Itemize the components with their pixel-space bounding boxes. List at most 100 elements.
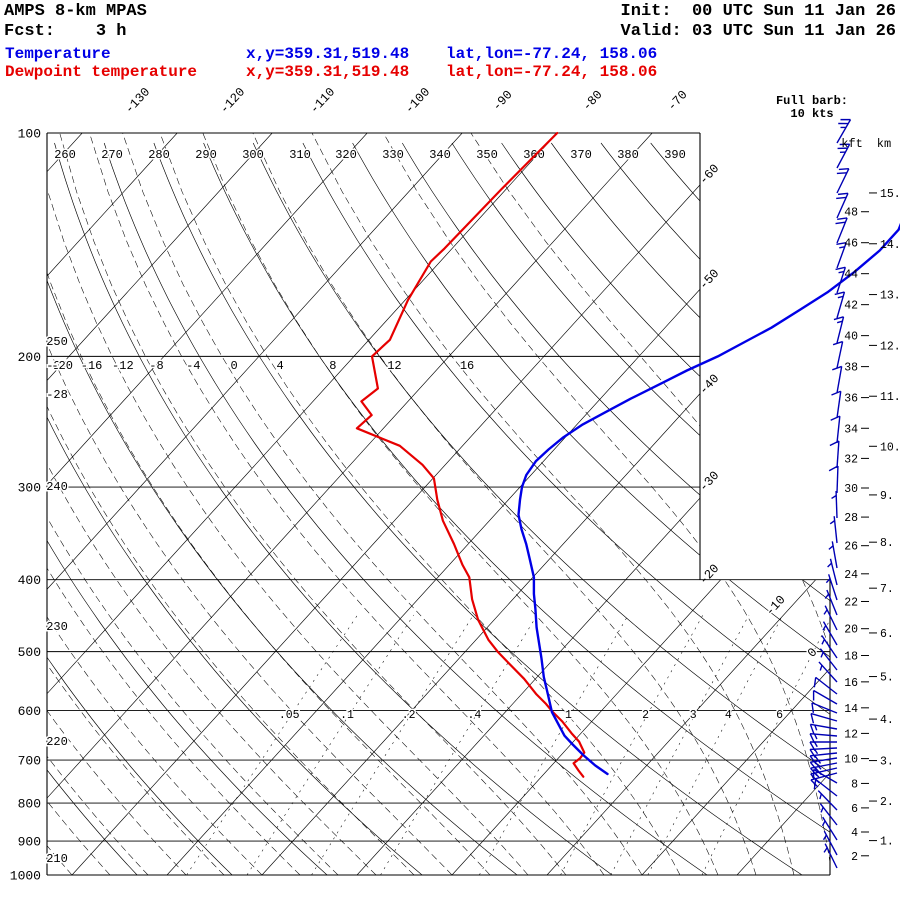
mixing-ratio-label: 1 — [565, 709, 572, 722]
forecast-hour: Fcst: 3 h — [4, 22, 127, 41]
mixing-ratio-line — [246, 614, 414, 875]
isotherm-line — [47, 133, 558, 875]
kft-tick-label: 18 — [844, 650, 858, 663]
mixing-ratio-label: .2 — [402, 709, 416, 722]
dry-adiabat-label: 260 — [54, 148, 76, 162]
mixing-ratio-label: .1 — [340, 709, 354, 722]
pressure-tick-label: 500 — [18, 645, 41, 660]
moist-adiabat-label: 12 — [387, 359, 401, 373]
moist-adiabat-line — [47, 133, 225, 875]
dry-adiabat-line — [203, 142, 830, 875]
dewpoint-grid-coords: x,y=359.31,519.48 — [246, 63, 410, 81]
kft-tick-label: 32 — [844, 453, 858, 466]
moist-adiabat-line — [470, 133, 830, 875]
kft-tick-label: 6 — [851, 803, 858, 816]
wind-barb — [823, 843, 838, 869]
wind-barb — [809, 732, 838, 744]
isotherm-line — [641, 133, 830, 875]
wind-barb — [831, 490, 838, 519]
dry-adiabat-label: 370 — [570, 148, 592, 162]
wind-barb — [830, 415, 841, 444]
km-tick-label: 10. — [880, 441, 900, 454]
dry-adiabat-label: 210 — [46, 852, 68, 866]
kft-tick-label: 2 — [851, 851, 858, 864]
moist-adiabat-line — [202, 133, 719, 875]
mixing-ratio-label: 6 — [776, 709, 783, 722]
moist-adiabat-label: -16 — [81, 359, 103, 373]
dry-adiabat-line — [47, 142, 233, 875]
wind-barb — [818, 661, 838, 683]
kft-tick-label: 16 — [844, 677, 858, 690]
wind-barb — [812, 768, 838, 784]
wind-barb — [829, 516, 838, 544]
dry-adiabat-label: 250 — [46, 335, 68, 349]
dry-adiabat-label: 320 — [335, 148, 357, 162]
kft-tick-label: 40 — [844, 331, 858, 344]
temperature-latlon: lat,lon=-77.24, 158.06 — [446, 45, 658, 63]
kft-tick-label: 26 — [844, 541, 858, 554]
dry-adiabat-line — [700, 142, 830, 875]
wind-barb — [810, 712, 838, 724]
moist-adiabat-label: -20 — [51, 359, 73, 373]
barb-note-line2: 10 kts — [790, 107, 833, 121]
moist-adiabat-label: 16 — [460, 359, 474, 373]
kft-axis-label: kft — [841, 137, 863, 151]
km-tick-label: 13. — [880, 290, 900, 303]
kft-tick-label: 38 — [844, 362, 858, 375]
moist-adiabat-label: 4 — [277, 359, 284, 373]
km-tick-label: 4. — [880, 714, 894, 727]
moist-adiabat-line — [47, 133, 111, 875]
wind-barb — [824, 589, 838, 616]
dry-adiabat-label: 270 — [101, 148, 123, 162]
wind-barb — [821, 635, 838, 659]
kft-tick-label: 8 — [851, 778, 858, 791]
km-axis-label: km — [877, 137, 891, 151]
moist-adiabat-line — [47, 133, 187, 875]
mixing-ratio-line — [479, 614, 629, 875]
wind-barb — [809, 723, 838, 734]
pressure-tick-label: 400 — [18, 573, 41, 588]
pressure-tick-label: 900 — [18, 835, 41, 850]
moist-adiabat-line — [47, 133, 491, 875]
dry-adiabat-label: 390 — [664, 148, 686, 162]
mixing-ratio-line — [186, 614, 358, 875]
kft-tick-label: 28 — [844, 512, 858, 525]
wind-barb — [811, 702, 838, 714]
kft-tick-label: 34 — [844, 423, 858, 436]
km-tick-label: 14. — [880, 239, 900, 252]
kft-tick-label: 14 — [844, 703, 858, 716]
dry-adiabat-label: 330 — [382, 148, 404, 162]
mixing-ratio-label: 4 — [725, 709, 732, 722]
moist-adiabat-label: -28 — [46, 388, 68, 402]
km-tick-label: 15. — [880, 188, 900, 201]
isotherm-line — [736, 133, 830, 875]
wind-barb — [836, 241, 847, 269]
moist-adiabat-label: -4 — [186, 359, 200, 373]
isotherm-label: -70 — [665, 88, 691, 114]
pressure-tick-label: 1000 — [10, 869, 41, 884]
wind-barb — [836, 118, 852, 144]
km-tick-label: 7. — [880, 583, 894, 596]
moist-adiabat-line — [47, 133, 377, 875]
kft-tick-label: 48 — [844, 207, 858, 220]
km-tick-label: 3. — [880, 756, 894, 769]
moist-adiabat-line — [159, 133, 681, 875]
wind-barb — [834, 291, 846, 319]
wind-barb — [819, 648, 838, 671]
wind-barb — [817, 790, 838, 811]
dry-adiabat-line — [650, 142, 830, 875]
isotherm-line — [546, 133, 830, 875]
moist-adiabat-line — [59, 133, 567, 875]
kft-tick-label: 24 — [844, 569, 858, 582]
moist-adiabat-line — [252, 133, 757, 875]
km-tick-label: 5. — [880, 672, 894, 685]
wind-barb — [819, 803, 838, 826]
valid-time: Valid: 03 UTC Sun 11 Jan 26 — [620, 22, 896, 41]
moist-adiabat-label: -8 — [149, 359, 163, 373]
wind-barb — [832, 340, 844, 369]
pressure-tick-label: 600 — [18, 704, 41, 719]
moist-adiabat-label: 8 — [329, 359, 336, 373]
dry-adiabat-label: 300 — [242, 148, 264, 162]
kft-tick-label: 22 — [844, 596, 858, 609]
